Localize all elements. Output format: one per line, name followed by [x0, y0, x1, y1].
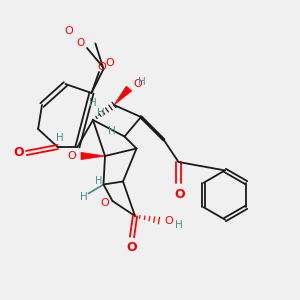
Text: H: H — [56, 133, 64, 143]
Text: O: O — [64, 26, 74, 37]
Text: H: H — [138, 76, 146, 87]
Text: H: H — [89, 98, 97, 109]
Text: O: O — [13, 146, 24, 160]
PathPatch shape — [114, 86, 132, 105]
Text: O: O — [175, 188, 185, 200]
Text: O: O — [98, 62, 106, 73]
Text: O: O — [127, 241, 137, 254]
Text: O: O — [68, 151, 76, 161]
PathPatch shape — [81, 152, 105, 160]
Text: O: O — [164, 216, 173, 226]
Text: O: O — [101, 197, 110, 208]
Text: H: H — [108, 125, 116, 136]
Text: H: H — [176, 220, 183, 230]
Text: O: O — [105, 58, 114, 68]
Text: O: O — [76, 38, 85, 48]
Text: H: H — [97, 107, 104, 118]
Text: H: H — [80, 191, 88, 202]
Text: O: O — [134, 79, 142, 89]
Text: H: H — [95, 176, 103, 187]
